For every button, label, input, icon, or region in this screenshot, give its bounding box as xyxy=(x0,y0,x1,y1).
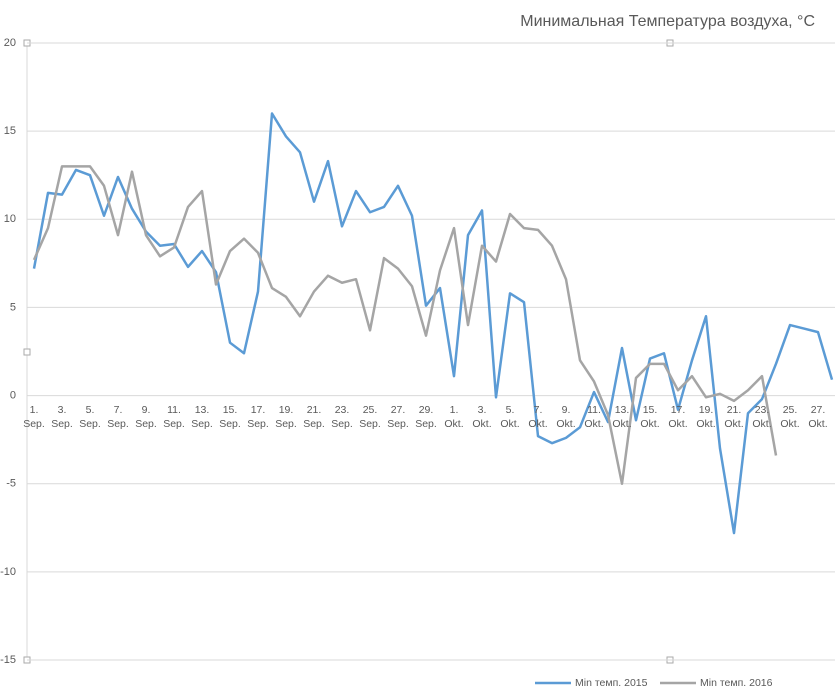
x-tick-label: 23. Okt. xyxy=(752,404,772,430)
x-tick-label: 13. Okt. xyxy=(612,404,632,430)
series-line xyxy=(32,112,834,535)
x-tick-label: 7. Sep. xyxy=(107,404,129,430)
legend-label: Min темп. 2016 xyxy=(700,677,773,689)
x-tick-label: 5. Okt. xyxy=(500,404,520,430)
x-tick-label: 27. Okt. xyxy=(808,404,828,430)
y-tick-label: 0 xyxy=(10,389,16,401)
y-tick-label: 5 xyxy=(10,301,16,313)
series-line xyxy=(32,165,778,485)
y-tick-label: -10 xyxy=(0,566,16,578)
x-tick-label: 3. Sep. xyxy=(51,404,73,430)
chart-title: Минимальная Температура воздуха, °C xyxy=(520,13,815,30)
y-tick-label: -15 xyxy=(0,654,16,666)
x-tick-label: 1. Okt. xyxy=(444,404,464,430)
x-tick-label: 21. Sep. xyxy=(303,404,325,430)
x-tick-label: 13. Sep. xyxy=(191,404,213,430)
y-tick-label: 10 xyxy=(4,213,16,225)
x-tick-label: 15. Sep. xyxy=(219,404,241,430)
x-tick-label: 19. Sep. xyxy=(275,404,297,430)
x-tick-label: 19. Okt. xyxy=(696,404,716,430)
legend-label: Min темп. 2015 xyxy=(575,677,648,689)
y-tick-label: -5 xyxy=(6,478,16,490)
x-tick-label: 11. Okt. xyxy=(584,404,604,430)
x-tick-label: 23. Sep. xyxy=(331,404,353,430)
x-tick-label: 25. Sep. xyxy=(359,404,381,430)
y-tick-label: 15 xyxy=(4,125,16,137)
x-tick-label: 29. Sep. xyxy=(415,404,437,430)
x-tick-label: 17. Sep. xyxy=(247,404,269,430)
x-tick-label: 1. Sep. xyxy=(23,404,45,430)
x-tick-label: 9. Okt. xyxy=(556,404,576,430)
x-tick-label: 5. Sep. xyxy=(79,404,101,430)
x-tick-label: 17. Okt. xyxy=(668,404,688,430)
x-tick-label: 15. Okt. xyxy=(640,404,660,430)
x-tick-label: 9. Sep. xyxy=(135,404,157,430)
x-tick-label: 7. Okt. xyxy=(528,404,548,430)
y-tick-label: 20 xyxy=(4,37,16,49)
x-tick-label: 25. Okt. xyxy=(780,404,800,430)
handle xyxy=(23,348,31,356)
x-tick-label: 11. Sep. xyxy=(163,404,185,430)
x-tick-label: 3. Okt. xyxy=(472,404,492,430)
x-tick-label: 21. Okt. xyxy=(724,404,744,430)
x-tick-label: 27. Sep. xyxy=(387,404,409,430)
